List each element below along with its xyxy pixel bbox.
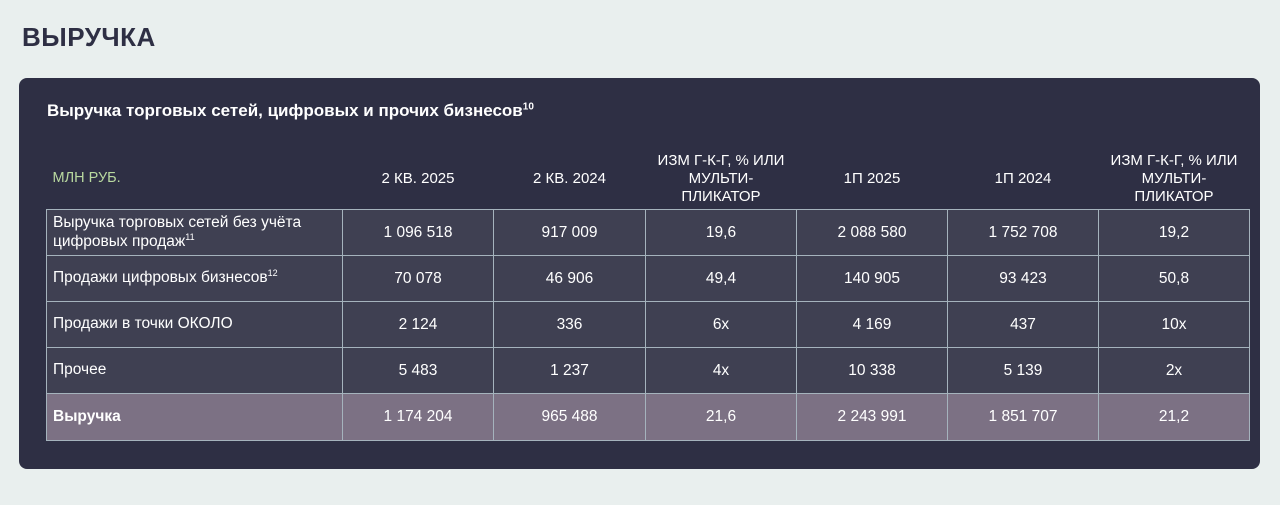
table-cell: 4x [645,347,797,394]
column-header-unit: МЛН РУБ. [52,170,121,187]
row-label-text: Продажи цифровых бизнесов [53,269,268,287]
table-row: Продажи в точки ОКОЛО 2 124 336 6x 4 169… [46,301,1250,348]
row-label-text: Продажи в точки ОКОЛО [53,315,233,333]
panel-title-footnote: 10 [522,101,534,113]
table-cell: 21,6 [645,393,797,441]
revenue-table: МЛН РУБ. 2 КВ. 2025 2 КВ. 2024 ИЗМ Г-К-Г… [46,149,1250,441]
column-header-change-quarter: ИЗМ Г-К-Г, % ИЛИ МУЛЬТИ-ПЛИКАТОР [657,152,785,205]
table-cell: 917 009 [493,209,646,256]
table-cell: 70 078 [342,255,494,302]
table-cell: 6x [645,301,797,348]
table-cell: 4 169 [796,301,948,348]
table-cell: 5 139 [947,347,1099,394]
table-cell: 19,2 [1098,209,1250,256]
column-header-change-half-year: ИЗМ Г-К-Г, % ИЛИ МУЛЬТИ-ПЛИКАТОР [1110,152,1238,205]
page-title: ВЫРУЧКА [22,22,156,52]
column-header-q2-2025: 2 КВ. 2025 [381,170,455,187]
table-cell: 93 423 [947,255,1099,302]
row-label: Выручка [46,393,343,441]
table-cell: 2 124 [342,301,494,348]
table-cell: 46 906 [493,255,646,302]
table-cell: 21,2 [1098,393,1250,441]
revenue-table-wrapper: МЛН РУБ. 2 КВ. 2025 2 КВ. 2024 ИЗМ Г-К-Г… [46,149,1250,441]
table-cell: 2x [1098,347,1250,394]
table-row: Выручка торговых сетей без учёта цифровы… [46,209,1250,256]
table-cell: 1 174 204 [342,393,494,441]
table-cell: 10x [1098,301,1250,348]
row-label-footnote: 12 [267,268,278,279]
table-cell: 10 338 [796,347,948,394]
table-cell: 19,6 [645,209,797,256]
table-cell: 5 483 [342,347,494,394]
row-label: Выручка торговых сетей без учёта цифровы… [46,209,343,256]
row-label-text: Выручка [53,407,121,425]
table-cell: 437 [947,301,1099,348]
row-label-footnote: 11 [185,231,195,242]
table-cell: 1 752 708 [947,209,1099,256]
table-row-total: Выручка 1 174 204 965 488 21,6 2 243 991… [46,393,1250,441]
table-cell: 2 243 991 [796,393,948,441]
table-cell: 965 488 [493,393,646,441]
table-cell: 1 237 [493,347,646,394]
row-label: Продажи в точки ОКОЛО [46,301,343,348]
row-label-text: Прочее [53,361,107,379]
panel-title-text: Выручка торговых сетей, цифровых и прочи… [47,101,523,120]
table-header-row: МЛН РУБ. 2 КВ. 2025 2 КВ. 2024 ИЗМ Г-К-Г… [47,149,1250,210]
column-header-h1-2025: 1П 2025 [843,170,901,187]
table-cell: 336 [493,301,646,348]
column-header-q2-2024: 2 КВ. 2024 [533,170,606,187]
table-cell: 1 096 518 [342,209,494,256]
row-label: Прочее [46,347,343,394]
table-row: Продажи цифровых бизнесов12 70 078 46 90… [46,255,1250,302]
table-cell: 50,8 [1098,255,1250,302]
table-row: Прочее 5 483 1 237 4x 10 338 5 139 2x [46,347,1250,394]
column-header-h1-2024: 1П 2024 [994,170,1052,187]
table-cell: 49,4 [645,255,797,302]
table-cell: 2 088 580 [796,209,948,256]
row-label-text: Выручка торговых сетей без учёта цифровы… [53,213,302,250]
panel-title: Выручка торговых сетей, цифровых и прочи… [47,101,534,121]
table-cell: 140 905 [796,255,948,302]
revenue-panel: Выручка торговых сетей, цифровых и прочи… [19,78,1260,469]
row-label: Продажи цифровых бизнесов12 [46,255,343,302]
table-cell: 1 851 707 [947,393,1099,441]
